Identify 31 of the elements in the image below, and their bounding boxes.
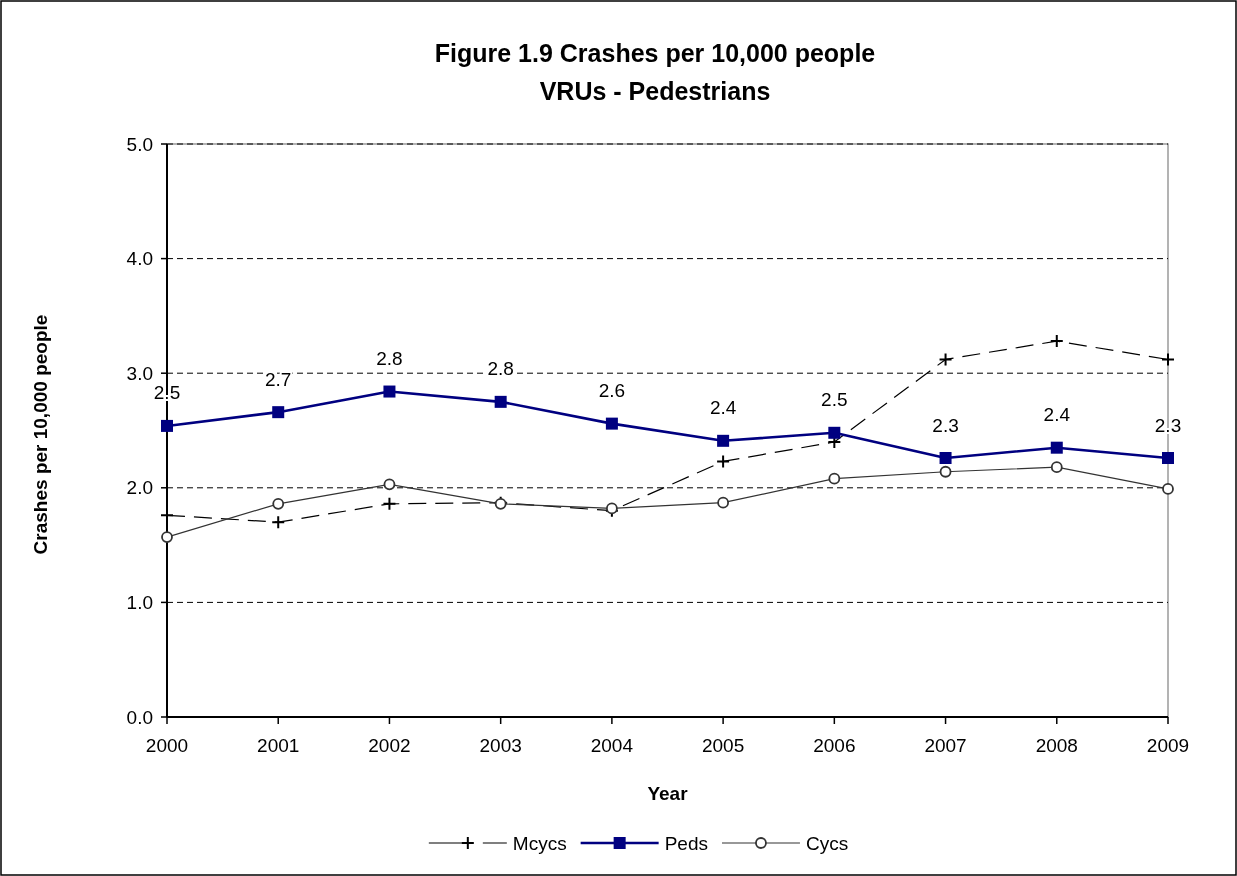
data-label: 2.7 — [265, 368, 292, 390]
legend-label: Cycs — [805, 832, 849, 854]
x-tick-label: 2007 — [924, 734, 967, 756]
y-tick-label: 2.0 — [126, 477, 153, 499]
x-axis-title: Year — [647, 782, 689, 804]
data-label: 2.3 — [1154, 414, 1182, 436]
chart-subtitle: VRUs - Pedestrians — [539, 77, 771, 105]
data-label: 2.4 — [1043, 404, 1071, 426]
data-label: 2.6 — [598, 380, 626, 402]
data-label: 2.3 — [932, 414, 959, 436]
x-tick-label: 2009 — [1146, 734, 1190, 756]
data-label: 2.4 — [709, 397, 737, 419]
x-tick-label: 2004 — [590, 734, 634, 756]
data-label: 2.8 — [376, 348, 403, 370]
x-tick-label: 2000 — [145, 734, 189, 756]
y-tick-label: 4.0 — [126, 248, 153, 270]
legend-label: Mcycs — [512, 832, 567, 854]
x-tick-label: 2002 — [368, 734, 411, 756]
x-tick-label: 2005 — [701, 734, 745, 756]
x-tick-label: 2001 — [257, 734, 300, 756]
y-axis-title: Crashes per 10,000 people — [29, 314, 51, 555]
x-tick-label: 2003 — [479, 734, 522, 756]
x-tick-label: 2008 — [1035, 734, 1078, 756]
y-tick-label: 0.0 — [126, 706, 153, 728]
chart-title: Figure 1.9 Crashes per 10,000 people — [434, 39, 876, 67]
data-label: 2.5 — [821, 389, 848, 411]
y-tick-label: 5.0 — [126, 133, 153, 155]
y-tick-label: 3.0 — [126, 362, 153, 384]
legend-label: Peds — [664, 832, 708, 854]
x-tick-label: 2006 — [813, 734, 856, 756]
y-tick-label: 1.0 — [126, 591, 153, 613]
